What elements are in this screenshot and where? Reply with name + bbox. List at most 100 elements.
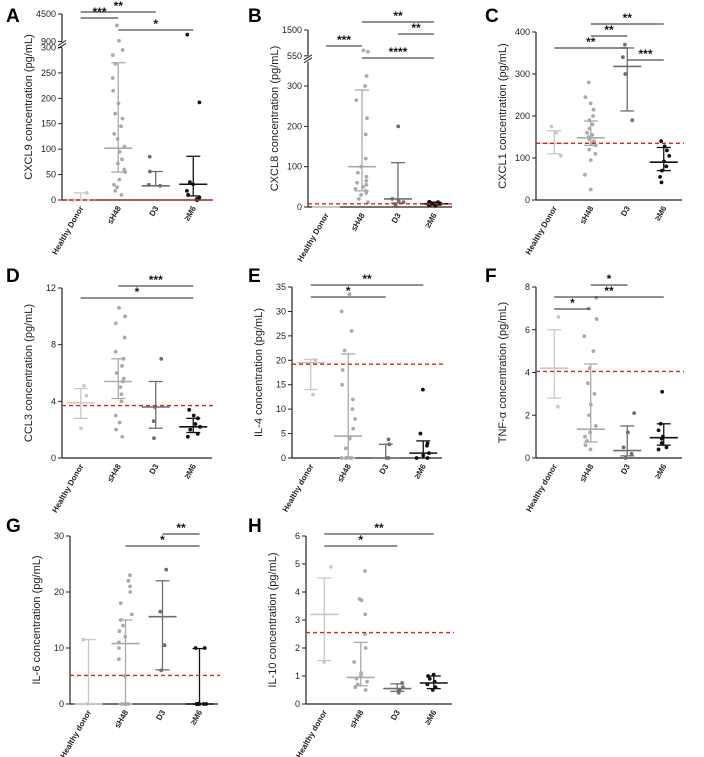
data-point xyxy=(664,164,669,169)
panel-letter: F xyxy=(485,266,497,287)
data-point xyxy=(656,447,661,452)
data-point xyxy=(554,130,558,135)
data-point xyxy=(623,456,628,460)
data-point xyxy=(622,42,627,47)
data-point xyxy=(582,172,587,177)
y-tick-label: 50 xyxy=(46,170,56,180)
y-tick-label: 0 xyxy=(281,453,286,463)
y-tick-label: 8 xyxy=(51,340,56,350)
data-point xyxy=(340,382,344,387)
y-tick-label: 100 xyxy=(287,162,302,172)
significance-label: *** xyxy=(92,5,106,19)
significance-label: **** xyxy=(389,45,408,59)
category-label: ≤H48 xyxy=(348,708,366,729)
y-tick-label: 5 xyxy=(281,429,286,439)
panel-letter: B xyxy=(248,6,262,27)
panel-h: H 0 1 2 3 4 5 6 IL-10 concentration (pg/mL) Healt… xyxy=(248,516,454,757)
data-point xyxy=(128,584,132,589)
panel-g: G 0 10 20 30 IL-6 concentration (pg/mL) Health… xyxy=(6,516,220,757)
data-point xyxy=(339,309,344,314)
data-point xyxy=(363,688,368,692)
y-tick-label: 0 xyxy=(51,195,56,205)
y-tick-label: 100 xyxy=(515,153,530,163)
data-point xyxy=(110,76,115,80)
significance-label: ** xyxy=(176,521,186,535)
data-point xyxy=(118,385,123,390)
data-point xyxy=(151,419,156,424)
data-point xyxy=(122,167,127,172)
y-tick-label: 300 xyxy=(287,81,302,91)
data-point xyxy=(588,101,593,106)
data-point xyxy=(585,130,589,135)
data-point xyxy=(113,349,118,354)
data-point xyxy=(349,329,354,333)
panel-d: D 0 4 8 12 CCL3 concentration (pg/mL) Healthy … xyxy=(6,266,214,514)
data-point xyxy=(357,597,362,601)
significance-label: ** xyxy=(411,21,421,35)
y-tick-label: 10 xyxy=(276,404,286,414)
data-point xyxy=(586,80,591,85)
data-point xyxy=(117,38,121,43)
y-tick-label: 20 xyxy=(276,355,286,365)
panel-letter: H xyxy=(248,516,262,537)
data-point xyxy=(185,32,190,37)
data-point xyxy=(629,451,634,456)
data-point xyxy=(659,139,664,144)
data-point xyxy=(343,446,348,451)
category-label: Healthy Donor xyxy=(50,463,85,515)
category-label: D3 xyxy=(378,462,391,476)
data-point xyxy=(117,629,122,634)
data-point xyxy=(119,124,123,129)
data-point xyxy=(558,154,563,158)
data-point xyxy=(364,178,369,183)
data-point xyxy=(660,389,665,394)
data-point xyxy=(121,623,125,628)
data-point xyxy=(664,445,669,450)
category-label: ≥M6 xyxy=(189,708,205,726)
data-point xyxy=(588,187,593,192)
significance-label: ** xyxy=(604,23,614,37)
data-point xyxy=(591,349,596,354)
y-tick-label: 20 xyxy=(54,587,64,597)
data-point xyxy=(158,609,163,614)
data-point xyxy=(152,436,156,441)
data-point xyxy=(667,154,672,158)
y-tick-label: 25 xyxy=(276,331,286,341)
y-tick-label: 4 xyxy=(295,587,300,597)
data-point xyxy=(110,53,115,58)
data-point xyxy=(355,180,360,185)
y-tick-label: 0 xyxy=(525,195,530,205)
data-point xyxy=(583,95,588,99)
category-label: D3 xyxy=(619,204,632,218)
data-point xyxy=(659,441,664,445)
significance-label: * xyxy=(153,17,158,31)
data-point xyxy=(555,404,560,409)
data-point xyxy=(185,188,189,193)
category-label: D3 xyxy=(389,708,402,722)
data-point xyxy=(593,424,598,428)
category-label: ≤H48 xyxy=(578,462,596,483)
data-point xyxy=(594,295,599,300)
y-tick-label: 200 xyxy=(41,93,56,103)
data-point xyxy=(147,154,152,159)
data-point xyxy=(363,646,368,650)
significance-label: ** xyxy=(362,272,372,286)
significance-label: * xyxy=(607,272,612,286)
data-point xyxy=(351,426,356,431)
y-tick-label: 1 xyxy=(295,671,300,681)
y-tick-label: 6 xyxy=(525,325,530,335)
significance-label: *** xyxy=(149,273,163,287)
data-point xyxy=(328,564,333,569)
data-point xyxy=(364,74,369,78)
data-point xyxy=(119,392,124,397)
data-point xyxy=(386,437,391,442)
data-point xyxy=(187,180,192,185)
category-label: Healthy donor xyxy=(59,709,94,757)
data-point xyxy=(84,393,89,398)
panel-letter: G xyxy=(6,516,21,537)
data-point xyxy=(659,180,664,185)
data-point xyxy=(120,157,124,162)
y-tick-label: 8 xyxy=(525,282,530,292)
y-tick-label: 35 xyxy=(276,282,286,292)
